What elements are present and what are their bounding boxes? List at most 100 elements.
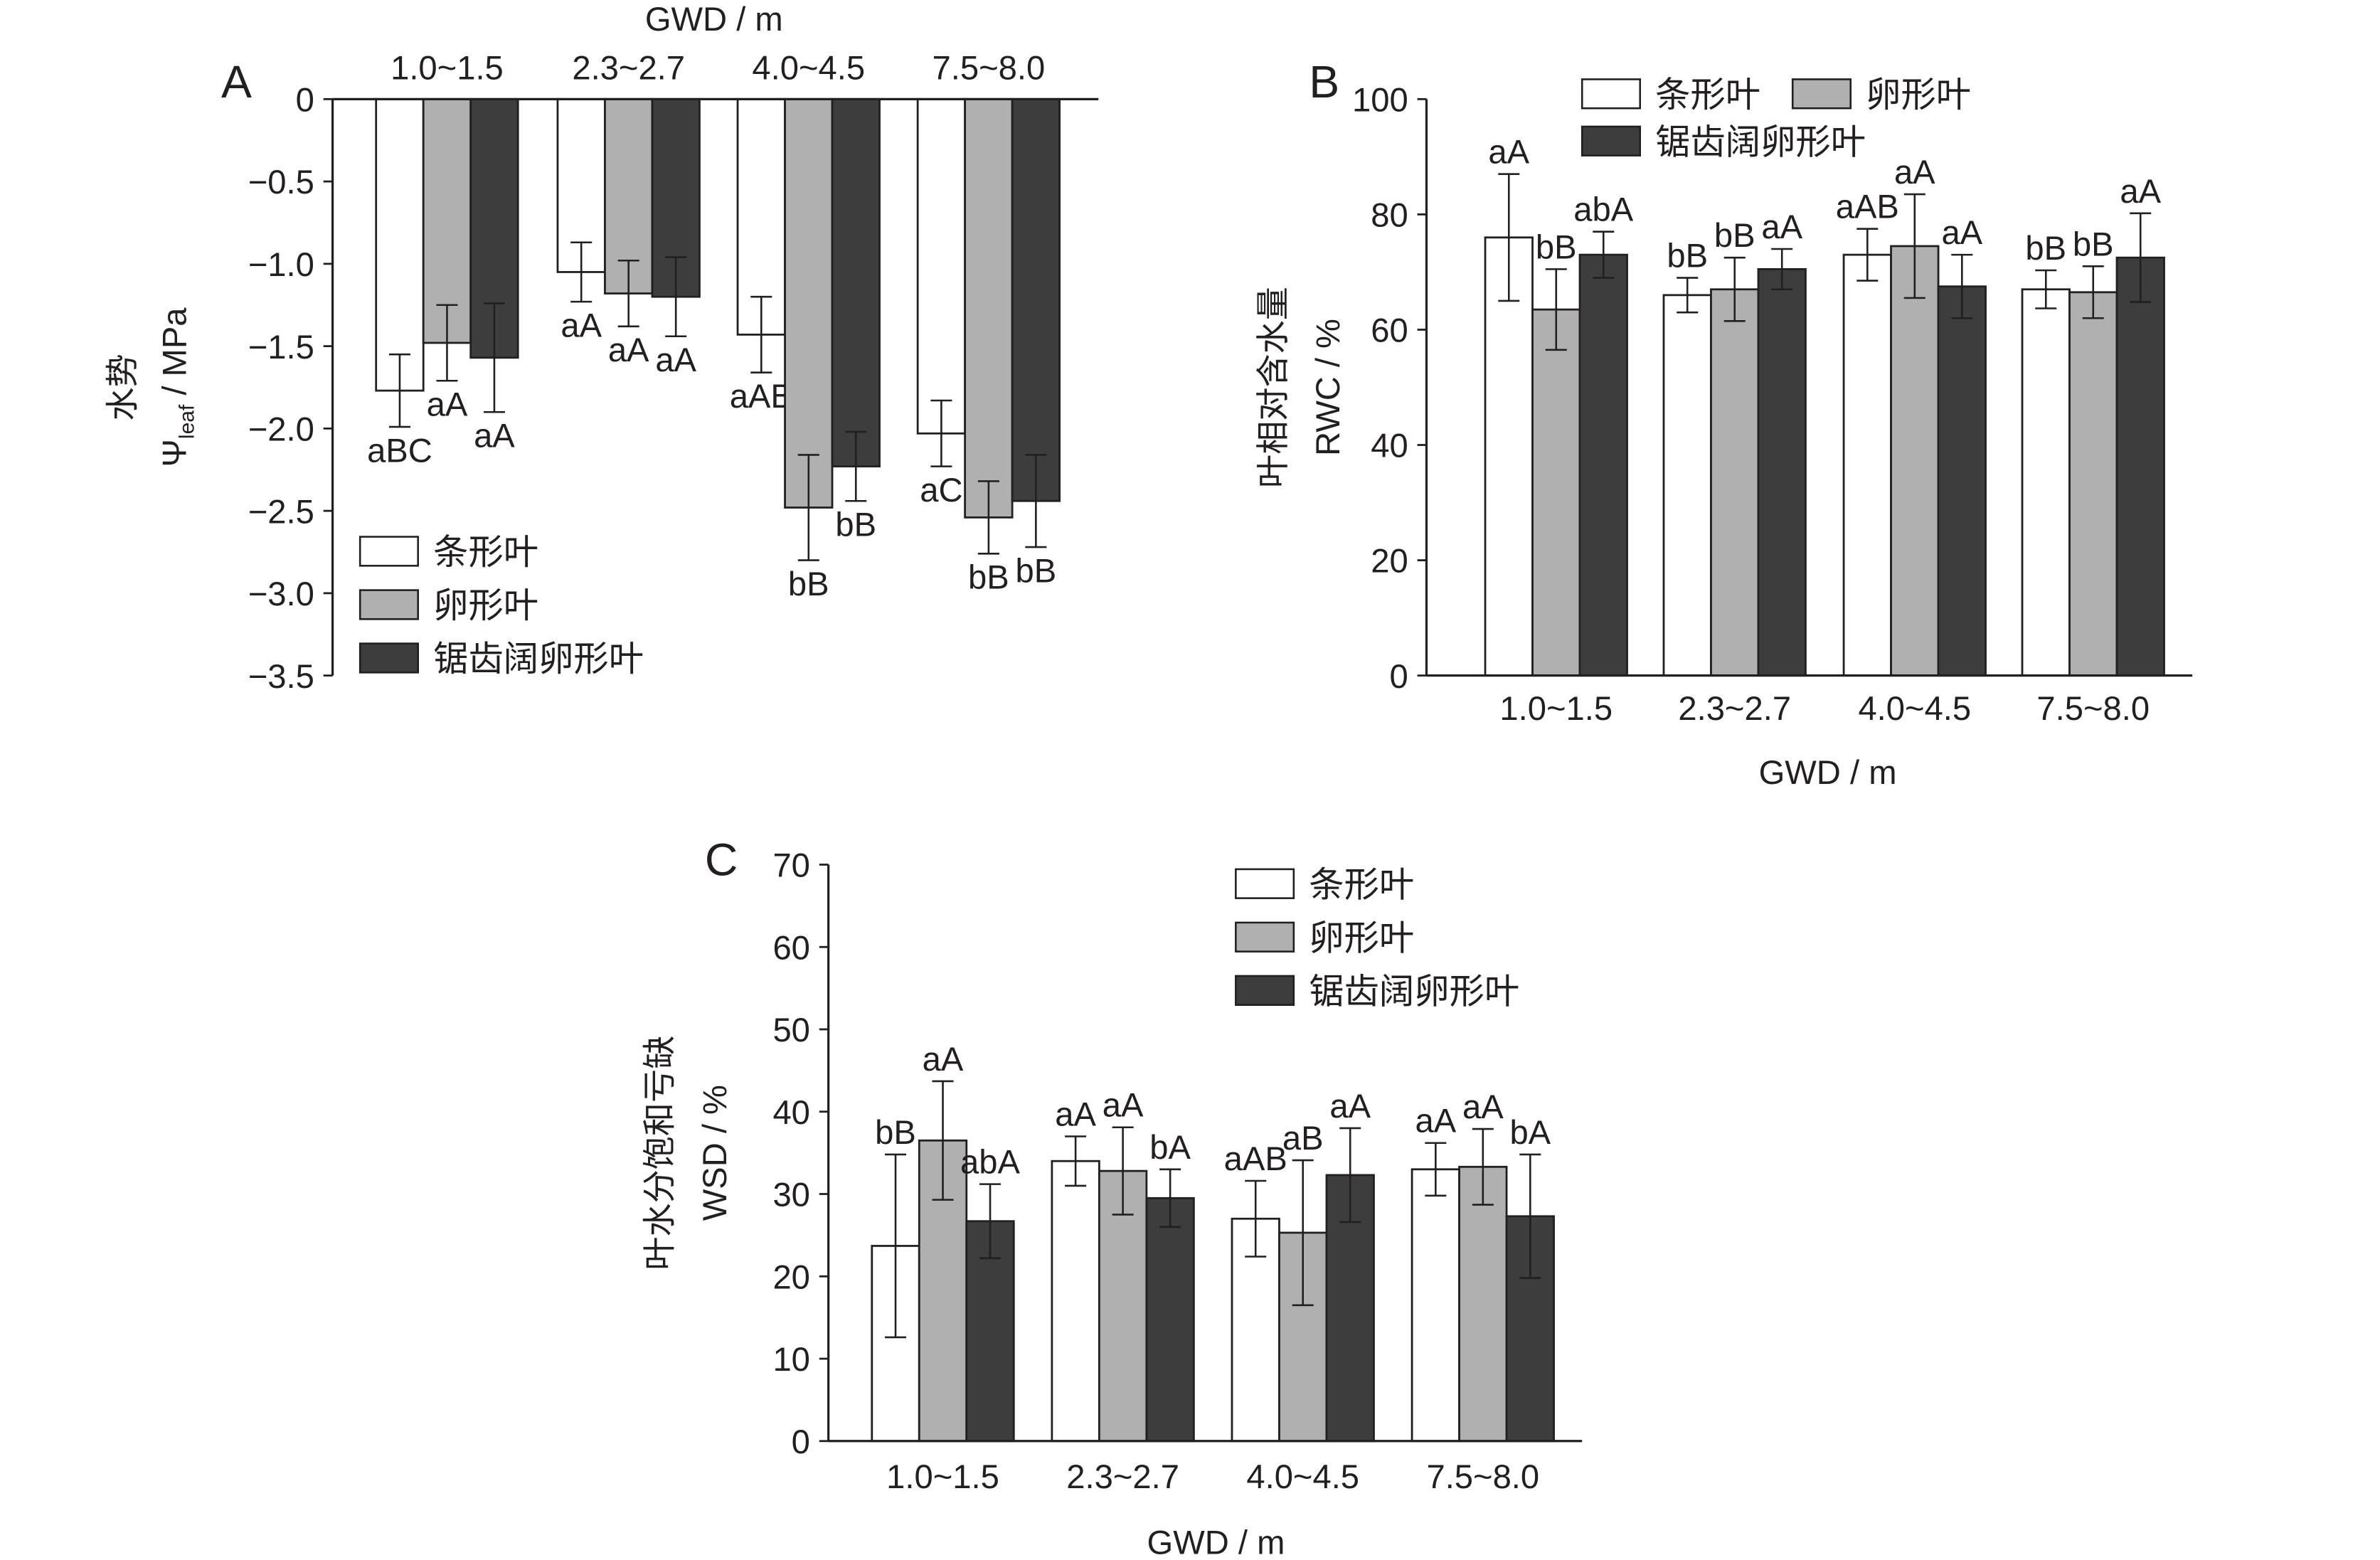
- bar-b-s0-1: [1662, 294, 1712, 677]
- significance-label: abA: [960, 1143, 1020, 1181]
- bar-b-s0-3: [2021, 288, 2071, 677]
- significance-label: bB: [2073, 225, 2114, 262]
- y-axis-title: 叶水分饱和亏缺: [641, 1036, 680, 1270]
- y-axis-symbol: WSD / %: [696, 1085, 733, 1221]
- y-tick-label: −0.5: [248, 163, 314, 201]
- bar-b-s2-2: [1937, 285, 1987, 677]
- x-tick-label: 7.5~8.0: [933, 48, 1046, 86]
- significance-label: aAB: [730, 377, 793, 415]
- significance-label: aAB: [1224, 1140, 1287, 1177]
- y-tick-label: 60: [772, 928, 809, 966]
- panel-letter: C: [705, 834, 738, 885]
- y-axis-title: 叶相对含水量: [1254, 287, 1293, 488]
- significance-label: aA: [1329, 1087, 1371, 1125]
- bar-c-s2-1: [1145, 1196, 1195, 1443]
- y-axis-unit: Ψleaf / MPa: [156, 307, 199, 467]
- significance-label: aA: [1415, 1102, 1456, 1140]
- panel-letter: B: [1309, 56, 1339, 107]
- bar-a-s0-0: [375, 97, 425, 392]
- significance-label: bB: [835, 506, 876, 543]
- y-tick-label: 0: [792, 1423, 810, 1460]
- legend-label: 卵形叶: [433, 585, 538, 626]
- legend-label: 锯齿阔卵形叶: [433, 638, 644, 679]
- significance-label: bB: [1536, 228, 1577, 265]
- significance-label: aA: [1488, 133, 1529, 171]
- significance-label: aA: [2120, 172, 2161, 210]
- x-axis-title: GWD / m: [1147, 1523, 1285, 1560]
- bar-b-s0-2: [1842, 253, 1892, 677]
- legend-swatch: [1235, 868, 1295, 899]
- significance-label: aC: [920, 471, 962, 509]
- significance-label: aAB: [1836, 188, 1899, 225]
- bar-a-s2-3: [1011, 97, 1061, 502]
- legend-label: 卵形叶: [1309, 918, 1414, 959]
- x-tick-label: 1.0~1.5: [886, 1458, 999, 1495]
- legend-label: 锯齿阔卵形叶: [1309, 971, 1519, 1012]
- significance-label: bB: [968, 558, 1009, 596]
- significance-label: aA: [427, 386, 468, 423]
- y-axis-unit: WSD / %: [696, 1085, 733, 1221]
- x-tick-label: 4.0~4.5: [1858, 689, 1971, 727]
- y-tick-label: 80: [1371, 196, 1408, 234]
- legend-label: 卵形叶: [1866, 74, 1971, 115]
- y-tick-label: 20: [772, 1258, 809, 1295]
- significance-label: aA: [1941, 213, 1982, 251]
- y-tick-label: 70: [772, 847, 809, 884]
- x-tick-label: 4.0~4.5: [1246, 1458, 1359, 1495]
- y-tick-label: 100: [1352, 81, 1408, 119]
- x-tick-label: 2.3~2.7: [1678, 689, 1791, 727]
- y-tick-label: 0: [296, 81, 314, 119]
- legend-swatch: [358, 642, 419, 674]
- bar-b-s1-1: [1710, 288, 1760, 677]
- y-tick-label: −1.5: [248, 328, 314, 366]
- y-tick-label: −3.5: [248, 657, 314, 695]
- x-tick-label: 2.3~2.7: [572, 48, 685, 86]
- legend-swatch: [1235, 921, 1295, 953]
- bar-b-s2-3: [2115, 256, 2165, 677]
- x-tick-label: 1.0~1.5: [1499, 689, 1613, 727]
- y-tick-label: 0: [1389, 657, 1408, 695]
- y-tick-label: −1.0: [248, 245, 314, 283]
- x-axis-title: GWD / m: [645, 0, 783, 38]
- legend-swatch: [358, 589, 419, 620]
- x-tick-label: 7.5~8.0: [1426, 1458, 1539, 1495]
- significance-label: aA: [1894, 153, 1935, 191]
- significance-label: aA: [1103, 1086, 1144, 1124]
- bar-b-s1-3: [2068, 291, 2118, 677]
- bar-b-s1-0: [1531, 308, 1581, 677]
- significance-label: bB: [1667, 237, 1708, 275]
- bar-c-s0-1: [1051, 1160, 1100, 1443]
- bar-a-s0-3: [916, 97, 967, 435]
- legend-swatch: [1235, 975, 1295, 1006]
- bar-a-s1-3: [964, 97, 1014, 519]
- significance-label: aA: [1761, 208, 1802, 245]
- panel-letter: A: [221, 56, 252, 107]
- significance-label: aA: [1462, 1088, 1504, 1125]
- significance-label: bA: [1149, 1128, 1191, 1166]
- y-tick-label: 40: [772, 1093, 809, 1131]
- y-axis-title: 水势: [104, 354, 143, 420]
- legend-label: 条形叶: [433, 531, 538, 573]
- bar-a-s2-2: [831, 97, 881, 468]
- bar-b-s2-1: [1757, 267, 1807, 677]
- bar-c-s1-3: [1458, 1165, 1508, 1443]
- bar-b-s0-0: [1484, 236, 1534, 677]
- y-axis-symbol: Ψ: [156, 439, 193, 467]
- legend-swatch: [1581, 78, 1642, 110]
- x-axis-title: GWD / m: [1759, 753, 1897, 791]
- y-tick-label: −2.0: [248, 410, 314, 448]
- bar-a-s1-2: [784, 97, 834, 509]
- y-axis-subscript: leaf: [175, 404, 198, 439]
- y-tick-label: 30: [772, 1176, 809, 1214]
- x-tick-label: 1.0~1.5: [391, 48, 504, 86]
- bar-c-s0-3: [1411, 1168, 1460, 1443]
- legend-label: 条形叶: [1309, 864, 1414, 906]
- significance-label: aB: [1282, 1119, 1324, 1157]
- x-tick-label: 4.0~4.5: [752, 48, 865, 86]
- significance-label: aA: [923, 1040, 964, 1078]
- bar-b-s2-0: [1578, 253, 1628, 677]
